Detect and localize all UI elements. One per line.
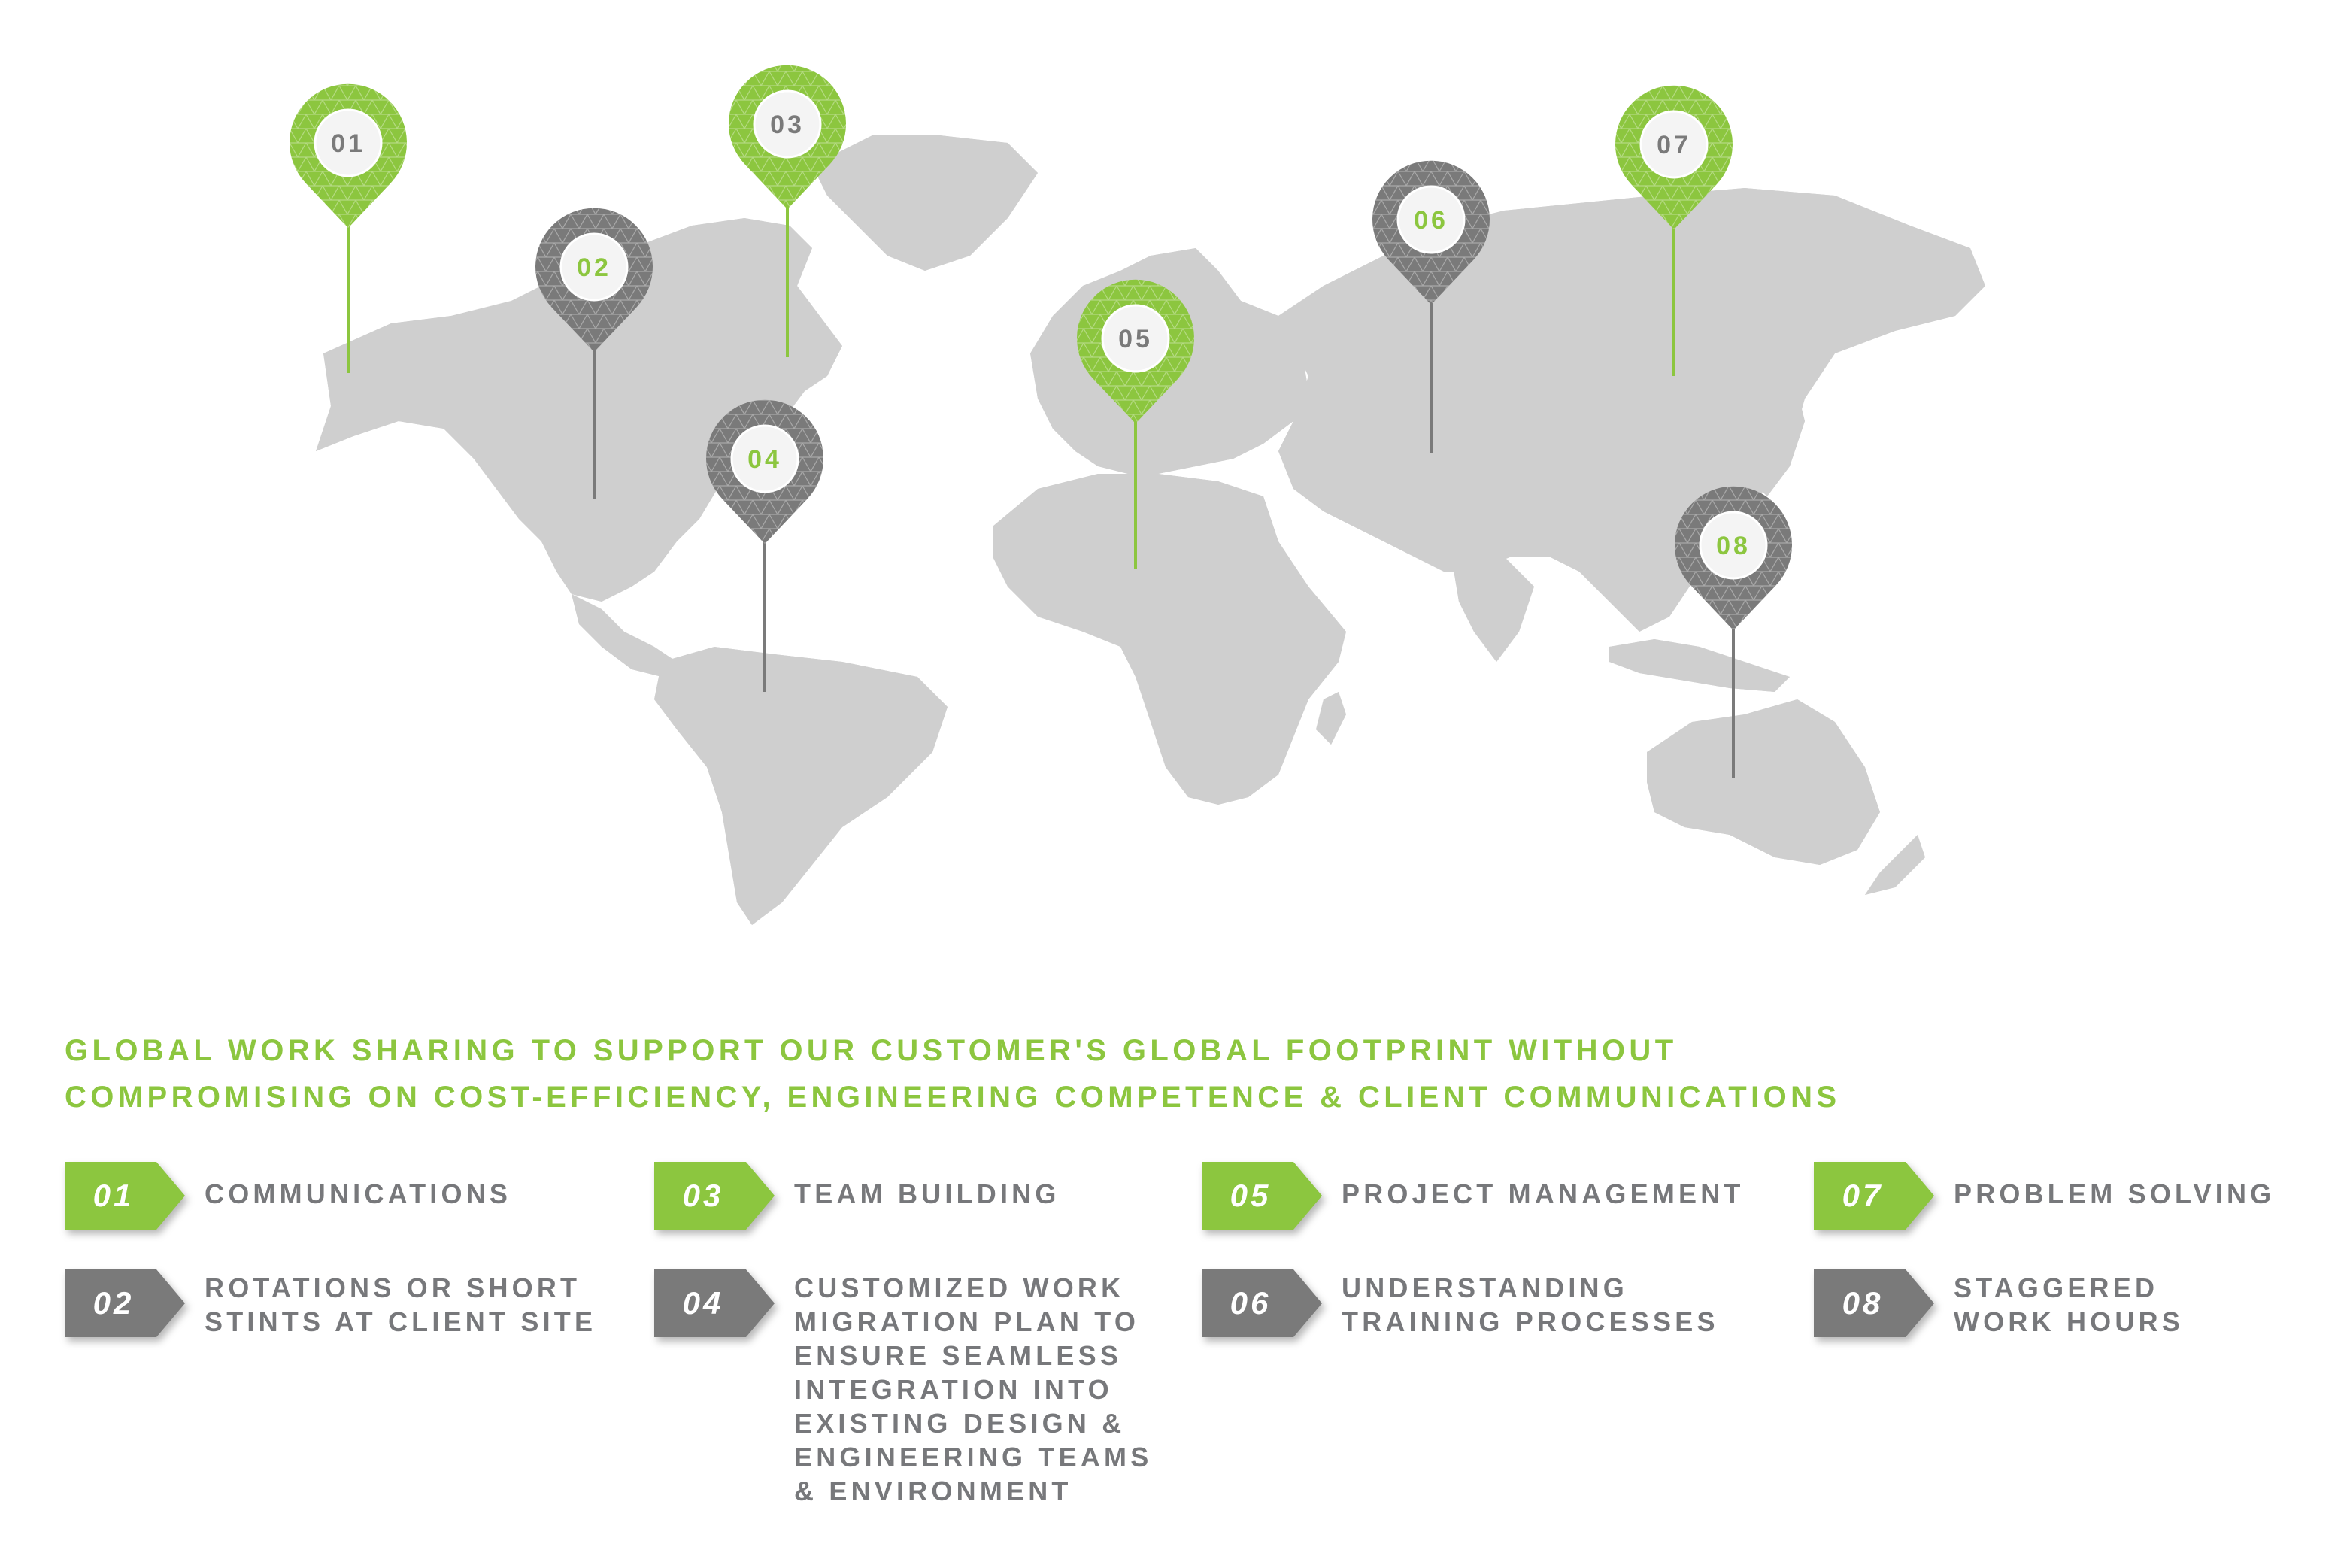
- legend-badge: 06: [1202, 1269, 1322, 1337]
- legend-label: ROTATIONS OR SHORT STINTS AT CLIENT SITE: [205, 1272, 597, 1337]
- legend-number: 07: [1842, 1178, 1884, 1213]
- map-pin-05: 05: [1077, 279, 1194, 569]
- headline-line-2: COMPROMISING ON COST-EFFICIENCY, ENGINEE…: [65, 1081, 1841, 1114]
- pin-number: 01: [331, 129, 365, 158]
- headline: GLOBAL WORK SHARING TO SUPPORT OUR CUSTO…: [65, 1027, 2095, 1121]
- world-map: 01 02 03 04 05 06 07 08: [290, 65, 1985, 925]
- pin-circle: [1396, 185, 1466, 254]
- legend-badge: 01: [65, 1162, 185, 1230]
- legend-badge: 02: [65, 1269, 185, 1337]
- pin-number: 08: [1716, 532, 1751, 560]
- legend-item-02: 02 ROTATIONS OR SHORT STINTS AT CLIENT SI…: [65, 1269, 596, 1339]
- pin-circle: [314, 108, 383, 177]
- legend-number: 01: [92, 1178, 135, 1213]
- legend-number: 08: [1842, 1285, 1884, 1321]
- legend-label: UNDERSTANDING TRAINING PROCESSES: [1342, 1272, 1719, 1337]
- pin-number: 07: [1657, 131, 1691, 159]
- legend-number: 02: [92, 1285, 135, 1321]
- legend-label: COMMUNICATIONS: [205, 1178, 512, 1209]
- legend-number: 06: [1230, 1285, 1272, 1321]
- legend-label: PROBLEM SOLVING: [1954, 1178, 2276, 1209]
- legend-number: 03: [682, 1178, 724, 1213]
- legend-label: STAGGERED WORK HOURS: [1954, 1272, 2184, 1337]
- legend-number: 04: [682, 1285, 724, 1321]
- legend-item-08: 08 STAGGERED WORK HOURS: [1814, 1269, 2184, 1339]
- pin-circle: [559, 232, 629, 302]
- pin-circle: [1699, 511, 1768, 580]
- legend-badge: 07: [1814, 1162, 1934, 1230]
- map-pin-01: 01: [290, 83, 407, 373]
- legend-badge: 03: [654, 1162, 775, 1230]
- legend-badge: 04: [654, 1269, 775, 1337]
- legend-label: PROJECT MANAGEMENT: [1342, 1178, 1745, 1209]
- legend-item-04: 04 CUSTOMIZED WORK MIGRATION PLAN TO ENSU…: [654, 1269, 1152, 1508]
- pin-circle: [1101, 304, 1170, 373]
- pin-number: 05: [1118, 325, 1153, 353]
- legend-item-06: 06 UNDERSTANDING TRAINING PROCESSES: [1202, 1269, 1719, 1339]
- map-pin-06: 06: [1372, 160, 1490, 453]
- legend-badge: 05: [1202, 1162, 1322, 1230]
- pin-number: 04: [747, 445, 782, 474]
- pin-circle: [730, 424, 799, 493]
- map-pin-04: 04: [706, 399, 823, 692]
- map-pin-02: 02: [535, 208, 653, 499]
- pin-number: 03: [770, 111, 805, 139]
- map-pin-08: 08: [1675, 486, 1792, 778]
- pin-number: 02: [577, 253, 611, 282]
- legend-item-07: 07 PROBLEM SOLVING: [1814, 1162, 2275, 1230]
- legend-item-05: 05 PROJECT MANAGEMENT: [1202, 1162, 1745, 1230]
- legend-item-01: 01 COMMUNICATIONS: [65, 1162, 511, 1230]
- legend-label: CUSTOMIZED WORK MIGRATION PLAN TO ENSURE…: [794, 1272, 1153, 1506]
- headline-line-1: GLOBAL WORK SHARING TO SUPPORT OUR CUSTO…: [65, 1034, 1678, 1067]
- map-pin-07: 07: [1615, 85, 1733, 376]
- pin-circle: [753, 89, 822, 159]
- map-pin-03: 03: [729, 65, 846, 357]
- pin-circle: [1639, 110, 1709, 179]
- map-pins: 01 02 03 04 05 06 07 08: [290, 65, 1792, 778]
- legend-badge: 08: [1814, 1269, 1934, 1337]
- pin-number: 06: [1414, 206, 1448, 235]
- legend-item-03: 03 TEAM BUILDING: [654, 1162, 1060, 1230]
- legend-number: 05: [1230, 1178, 1272, 1213]
- legend-label: TEAM BUILDING: [794, 1178, 1060, 1209]
